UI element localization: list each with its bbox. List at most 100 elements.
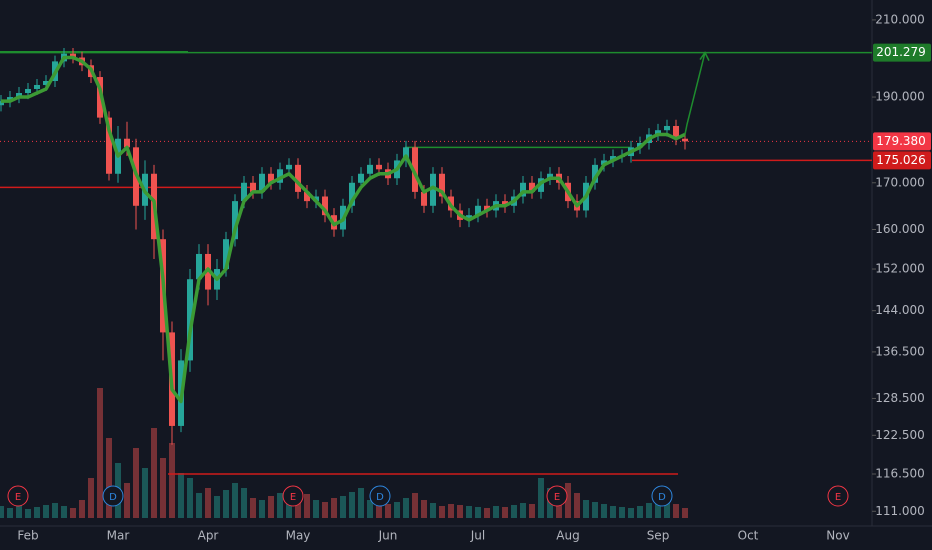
volume-bar [664, 500, 670, 518]
candle-body [592, 164, 598, 183]
volume-bar [88, 478, 94, 518]
candle-body [43, 80, 49, 85]
volume-bar [259, 500, 265, 518]
volume-bar [151, 428, 157, 518]
trend-line [1, 55, 686, 404]
candle-body [547, 173, 553, 179]
volume-bar [232, 483, 238, 518]
candle-body [358, 173, 364, 183]
x-tick-label: Mar [107, 529, 130, 543]
candle-body [106, 117, 112, 174]
y-tick-label: 210.000 [875, 12, 925, 26]
y-tick-label: 190.000 [875, 90, 925, 104]
candle-body [223, 239, 229, 270]
volume-bar [16, 504, 22, 518]
candle-body [673, 125, 679, 139]
candle-body [277, 169, 283, 183]
volume-bar [43, 505, 49, 518]
y-tick-label: 111.000 [875, 504, 925, 518]
volume-bar [169, 443, 175, 518]
y-tick-label: 160.000 [875, 222, 925, 236]
candle-body [25, 88, 31, 94]
volume-bar [25, 509, 31, 518]
volume-bar [61, 506, 67, 518]
volume-bar [241, 488, 247, 518]
volume-bar [124, 483, 130, 518]
candle-body [682, 138, 688, 142]
event-label: D [109, 492, 117, 503]
event-marker [651, 485, 673, 507]
volume-bar [529, 504, 535, 518]
candle-body [232, 201, 238, 240]
event-marker [369, 485, 391, 507]
candle-body [196, 253, 202, 280]
candle-body [664, 125, 670, 131]
event-label: E [290, 492, 296, 503]
volume-bar [583, 500, 589, 518]
volume-bar [142, 468, 148, 518]
volume-bar [268, 496, 274, 518]
event-marker [282, 485, 304, 507]
event-marker [102, 485, 124, 507]
volume-bar [637, 506, 643, 518]
candle-body [421, 191, 427, 206]
candle-body [475, 205, 481, 216]
y-tick-label: 116.500 [875, 467, 925, 481]
candle-body [97, 77, 103, 118]
y-tick-label: 128.500 [875, 391, 925, 405]
volume-bar [196, 493, 202, 518]
volume-bar [475, 507, 481, 518]
volume-bar [0, 506, 4, 518]
volume-bar [52, 503, 58, 518]
volume-bar [655, 498, 661, 518]
price-label: 175.026 [876, 153, 926, 167]
candle-body [655, 130, 661, 135]
candle-body [286, 164, 292, 170]
candle-body [241, 182, 247, 202]
x-tick-label: Sep [647, 529, 670, 543]
event-label: D [658, 492, 666, 503]
y-tick-label: 122.500 [875, 428, 925, 442]
event-marker [7, 485, 29, 507]
candle-body [322, 196, 328, 216]
volume-bar [250, 498, 256, 518]
candle-body [187, 279, 193, 361]
candle-body [412, 147, 418, 192]
candle-body [349, 182, 355, 206]
volume-bar [448, 504, 454, 518]
event-label: E [835, 492, 841, 503]
volume-bar [367, 500, 373, 518]
volume-bar [556, 498, 562, 518]
volume-bar [673, 504, 679, 518]
volume-bar [430, 503, 436, 518]
candle-body [268, 173, 274, 183]
y-tick-label: 144.000 [875, 303, 925, 317]
y-tick-label: 152.000 [875, 262, 925, 276]
volume-bar [646, 503, 652, 518]
volume-bar [628, 508, 634, 518]
volume-bar [214, 496, 220, 518]
volume-bar [574, 493, 580, 518]
volume-bar [403, 498, 409, 518]
volume-bar [133, 448, 139, 518]
volume-bar [682, 508, 688, 518]
projection-arrow [684, 51, 710, 135]
volume-bar [493, 506, 499, 518]
event-label: E [15, 492, 21, 503]
volume-bar [187, 478, 193, 518]
volume-bar [592, 502, 598, 518]
candle-body [466, 215, 472, 220]
candle-body [610, 156, 616, 161]
x-tick-label: Nov [826, 529, 849, 543]
candle-body [7, 97, 13, 102]
candle-body [403, 147, 409, 161]
y-tick-label: 136.500 [875, 344, 925, 358]
event-marker [546, 485, 568, 507]
volume-bar [511, 505, 517, 518]
volume-bar [331, 498, 337, 518]
x-tick-label: Feb [17, 529, 38, 543]
x-tick-label: Jun [378, 529, 398, 543]
volume-bar [178, 473, 184, 518]
